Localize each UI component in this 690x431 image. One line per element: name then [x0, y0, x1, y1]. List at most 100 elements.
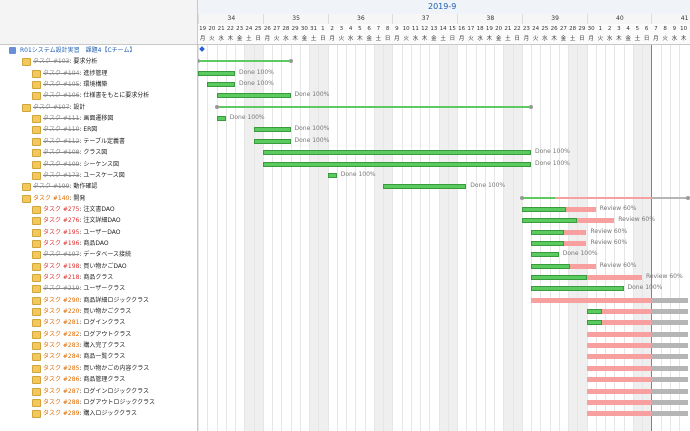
task-id[interactable]: タスク #106 [43, 92, 80, 100]
task-name[interactable]: タスク #290: 商品詳細ロジッククラス [43, 295, 149, 306]
task-row[interactable]: タスク #196: 商品DAO [0, 238, 197, 249]
task-id[interactable]: タスク #276 [43, 217, 80, 225]
task-id[interactable]: タスク #195 [43, 228, 80, 236]
task-id[interactable]: タスク #285 [43, 364, 80, 372]
task-name[interactable]: タスク #108: クラス図 [43, 147, 107, 158]
task-id[interactable]: タスク #281 [43, 319, 80, 327]
task-id[interactable]: タスク #198 [43, 262, 80, 270]
task-id[interactable]: タスク #140 [33, 194, 70, 202]
task-name[interactable]: タスク #220: 買い物かごクラス [43, 306, 131, 317]
task-row[interactable]: タスク #173: ユースケース図 [0, 170, 197, 181]
grid-line [669, 44, 671, 431]
task-row[interactable]: タスク #219: ユーザークラス [0, 283, 197, 294]
task-name[interactable]: タスク #103: 要求分析 [33, 56, 97, 67]
task-row[interactable]: タスク #284: 商品一覧クラス [0, 351, 197, 362]
task-id[interactable]: タスク #103 [33, 58, 70, 66]
task-row[interactable]: タスク #282: ログアウトクラス [0, 329, 197, 340]
task-name[interactable]: タスク #106: 仕様書をもとに要求分析 [43, 90, 149, 101]
task-row[interactable]: タスク #220: 買い物かごクラス [0, 306, 197, 317]
task-name[interactable]: タスク #173: ユースケース図 [43, 170, 125, 181]
task-name[interactable]: タスク #107: 設計 [33, 102, 85, 113]
task-id[interactable]: タスク #288 [43, 398, 80, 406]
task-id[interactable]: タスク #104 [43, 69, 80, 77]
task-name[interactable]: タスク #109: シーケンス図 [43, 159, 119, 170]
task-id[interactable]: タスク #199 [33, 183, 70, 191]
task-name[interactable]: タスク #276: 注文詳細DAO [43, 215, 121, 226]
task-name[interactable]: タスク #196: 商品DAO [43, 238, 109, 249]
task-name[interactable]: タスク #283: 購入完了クラス [43, 340, 125, 351]
task-id[interactable]: タスク #284 [43, 353, 80, 361]
task-row[interactable]: タスク #281: ログインクラス [0, 317, 197, 328]
task-row[interactable]: タスク #283: 購入完了クラス [0, 340, 197, 351]
task-name[interactable]: タスク #219: ユーザークラス [43, 283, 125, 294]
task-id[interactable]: タスク #289 [43, 410, 80, 418]
task-id[interactable]: タスク #220 [43, 308, 80, 316]
task-row[interactable]: タスク #109: シーケンス図 [0, 159, 197, 170]
task-row[interactable]: タスク #199: 動作確認 [0, 181, 197, 192]
task-name[interactable]: タスク #289: 購入ロジッククラス [43, 408, 137, 419]
day-cell: 30 [300, 26, 308, 32]
task-id[interactable]: タスク #283 [43, 342, 80, 350]
task-id[interactable]: タスク #196 [43, 239, 80, 247]
task-name[interactable]: タスク #285: 買い物かごの内容クラス [43, 363, 149, 374]
task-id[interactable]: タスク #105 [43, 81, 80, 89]
task-id[interactable]: タスク #218 [43, 274, 80, 281]
task-name[interactable]: タスク #104: 進捗管理 [43, 68, 107, 79]
task-row[interactable]: タスク #104: 進捗管理 [0, 68, 197, 79]
task-name[interactable]: タスク #197: データベース接続 [43, 249, 131, 260]
task-row[interactable]: タスク #112: テーブル定義書 [0, 136, 197, 147]
task-row[interactable]: タスク #103: 要求分析 [0, 56, 197, 67]
task-name[interactable]: タスク #281: ログインクラス [43, 317, 125, 328]
task-row[interactable]: タスク #198: 買い物かごDAO [0, 261, 197, 272]
task-id[interactable]: タスク #110 [43, 126, 80, 134]
task-id[interactable]: タスク #108 [43, 149, 80, 157]
task-name[interactable]: タスク #287: ログインロジッククラス [43, 386, 149, 397]
task-row[interactable]: R01システム設計実習 課題4【Cチーム】 [0, 45, 197, 56]
task-row[interactable]: タスク #110: ER図 [0, 124, 197, 135]
task-row[interactable]: タスク #289: 購入ロジッククラス [0, 408, 197, 419]
task-name[interactable]: タスク #111: 画面遷移図 [43, 113, 113, 124]
task-name[interactable]: タスク #110: ER図 [43, 124, 97, 135]
task-row[interactable]: タスク #290: 商品詳細ロジッククラス [0, 295, 197, 306]
task-id[interactable]: タスク #282 [43, 330, 80, 338]
task-name[interactable]: タスク #199: 動作確認 [33, 181, 97, 192]
task-row[interactable]: タスク #108: クラス図 [0, 147, 197, 158]
task-row[interactable]: タスク #105: 環境構築 [0, 79, 197, 90]
task-id[interactable]: タスク #219 [43, 285, 80, 293]
task-name[interactable]: タスク #288: ログアウトロジッククラス [43, 397, 155, 408]
task-id[interactable]: タスク #173 [43, 171, 80, 179]
task-row[interactable]: タスク #275: 注文書DAO [0, 204, 197, 215]
task-row[interactable]: タスク #111: 画面遷移図 [0, 113, 197, 124]
task-id[interactable]: タスク #109 [43, 160, 80, 168]
task-name[interactable]: タスク #112: テーブル定義書 [43, 136, 125, 147]
task-row[interactable]: タスク #197: データベース接続 [0, 249, 197, 260]
task-row[interactable]: タスク #106: 仕様書をもとに要求分析 [0, 90, 197, 101]
task-name[interactable]: タスク #195: ユーザーDAO [43, 227, 120, 238]
task-id[interactable]: タスク #287 [43, 387, 80, 395]
task-row[interactable]: タスク #276: 注文詳細DAO [0, 215, 197, 226]
task-id[interactable]: タスク #111 [43, 115, 80, 123]
task-row[interactable]: タスク #140: 開発 [0, 193, 197, 204]
task-row[interactable]: タスク #195: ユーザーDAO [0, 227, 197, 238]
task-row[interactable]: タスク #288: ログアウトロジッククラス [0, 397, 197, 408]
task-row[interactable]: タスク #107: 設計 [0, 102, 197, 113]
task-name[interactable]: R01システム設計実習 課題4【Cチーム】 [20, 47, 136, 54]
task-row[interactable]: タスク #286: 商品管理クラス [0, 374, 197, 385]
task-id[interactable]: タスク #107 [33, 103, 70, 111]
task-id[interactable]: タスク #290 [43, 296, 80, 304]
task-id[interactable]: タスク #197 [43, 251, 80, 259]
task-name[interactable]: タスク #286: 商品管理クラス [43, 374, 125, 385]
task-name[interactable]: タスク #284: 商品一覧クラス [43, 351, 125, 362]
task-name[interactable]: タスク #198: 買い物かごDAO [43, 261, 127, 272]
task-id[interactable]: タスク #275 [43, 205, 80, 213]
task-name[interactable]: タスク #275: 注文書DAO [43, 204, 115, 215]
task-row[interactable]: タスク #285: 買い物かごの内容クラス [0, 363, 197, 374]
task-name[interactable]: タスク #105: 環境構築 [43, 79, 107, 90]
task-name[interactable]: タスク #140: 開発 [33, 193, 85, 204]
task-id[interactable]: タスク #286 [43, 376, 80, 384]
task-name[interactable]: タスク #218: 商品クラス [43, 272, 113, 283]
task-id[interactable]: タスク #112 [43, 137, 80, 145]
task-name[interactable]: タスク #282: ログアウトクラス [43, 329, 131, 340]
task-row[interactable]: タスク #287: ログインロジッククラス [0, 386, 197, 397]
task-row[interactable]: タスク #218: 商品クラス [0, 272, 197, 283]
